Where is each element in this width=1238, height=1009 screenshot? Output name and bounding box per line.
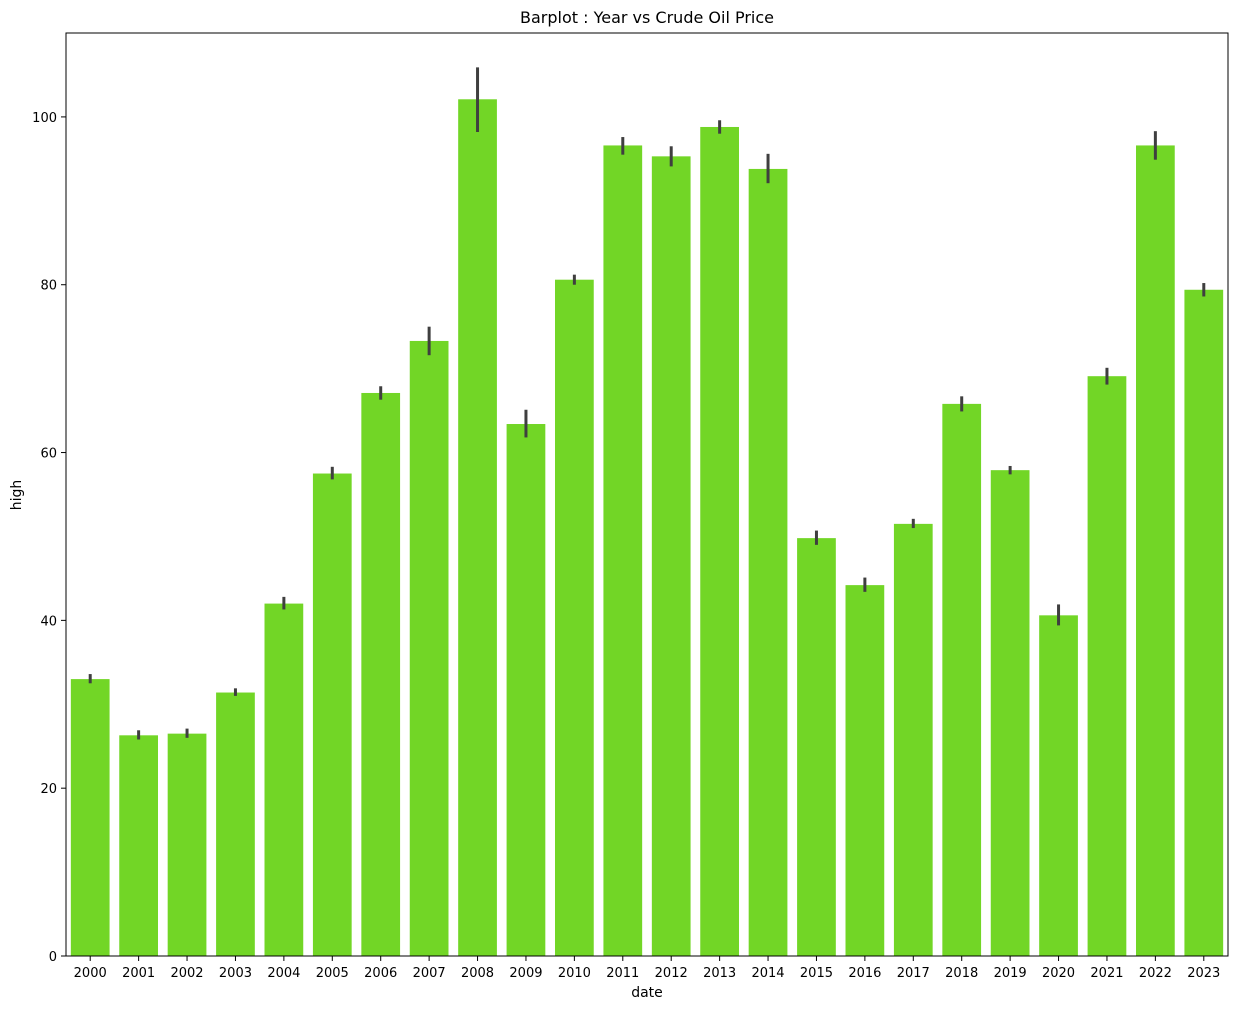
x-tick-label: 2007 [413,966,446,981]
chart-title: Barplot : Year vs Crude Oil Price [520,8,774,27]
x-tick-label: 2006 [364,966,397,981]
bar-2000 [70,679,110,956]
x-tick-label: 2017 [897,966,930,981]
x-tick-label: 2016 [848,966,881,981]
bar-2003 [216,692,255,956]
x-tick-label: 2008 [461,966,494,981]
x-tick-label: 2013 [703,966,736,981]
bar-2008 [458,99,497,956]
x-tick-label: 2000 [74,966,107,981]
x-tick-label: 2019 [994,966,1027,981]
bar-2015 [797,538,836,956]
x-tick-label: 2009 [509,966,542,981]
y-tick-label: 100 [32,111,57,126]
plot-frame [65,32,1229,957]
bar-2010 [555,279,594,956]
bar-2009 [506,424,546,956]
y-tick-label: 40 [40,614,57,629]
x-tick-label: 2011 [606,966,639,981]
x-tick-label: 2018 [945,966,978,981]
bar-2001 [119,735,158,956]
bar-2022 [1136,145,1175,957]
bar-2002 [167,733,207,956]
y-tick-label: 80 [40,279,57,294]
bar-2017 [893,523,933,956]
x-tick-label: 2015 [800,966,833,981]
x-tick-label: 2003 [219,966,252,981]
bar-2020 [1039,615,1078,956]
bar-2005 [312,473,352,956]
bar-2006 [361,392,401,957]
bar-2014 [748,168,788,956]
bar-2023 [1184,289,1224,956]
bar-2019 [990,470,1030,956]
x-tick-label: 2023 [1187,966,1220,981]
x-tick-label: 2012 [655,966,688,981]
y-tick-label: 0 [49,950,57,965]
y-axis-label: high [9,480,25,511]
bar-2016 [845,585,885,956]
x-axis-label: date [631,985,663,1001]
bar-2013 [700,126,739,957]
x-tick-label: 2001 [122,966,155,981]
bar-2021 [1087,376,1127,956]
y-tick-label: 20 [40,782,57,797]
x-tick-label: 2004 [267,966,300,981]
bars-group [70,99,1224,957]
x-tick-label: 2010 [558,966,591,981]
x-axis: 2000 2001 2002 2003 2004 2005 2006 2007 2008 2009… [74,956,1220,981]
x-tick-label: 2020 [1042,966,1075,981]
bar-2011 [603,145,643,957]
error-bars-group [88,67,1206,740]
bar-2018 [942,403,982,956]
bar-2004 [264,603,304,956]
y-axis: 0 20 40 60 80 100 [32,111,66,965]
x-tick-label: 2021 [1090,966,1123,981]
x-tick-label: 2022 [1139,966,1172,981]
bar-2012 [651,156,691,956]
x-tick-label: 2005 [316,966,349,981]
x-tick-label: 2014 [751,966,784,981]
bar-2007 [409,340,449,956]
x-tick-label: 2002 [170,966,203,981]
y-tick-label: 60 [40,447,57,462]
